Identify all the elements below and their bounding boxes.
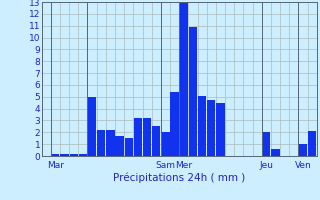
Bar [180,2,188,156]
Bar [207,100,215,156]
Bar [51,154,60,156]
Bar [262,132,270,156]
Bar [271,149,280,156]
Bar [198,96,206,156]
Bar [308,131,316,156]
Bar [60,154,69,156]
Bar [161,132,170,156]
Bar [116,136,124,156]
Bar [88,97,96,156]
Bar [69,154,78,156]
X-axis label: Précipitations 24h ( mm ): Précipitations 24h ( mm ) [113,173,245,183]
Bar [171,92,179,156]
Bar [216,103,225,156]
Bar [106,130,115,156]
Bar [124,138,133,156]
Bar [299,144,307,156]
Bar [189,27,197,156]
Bar [79,154,87,156]
Bar [134,118,142,156]
Bar [143,118,151,156]
Bar [152,126,160,156]
Bar [97,130,105,156]
